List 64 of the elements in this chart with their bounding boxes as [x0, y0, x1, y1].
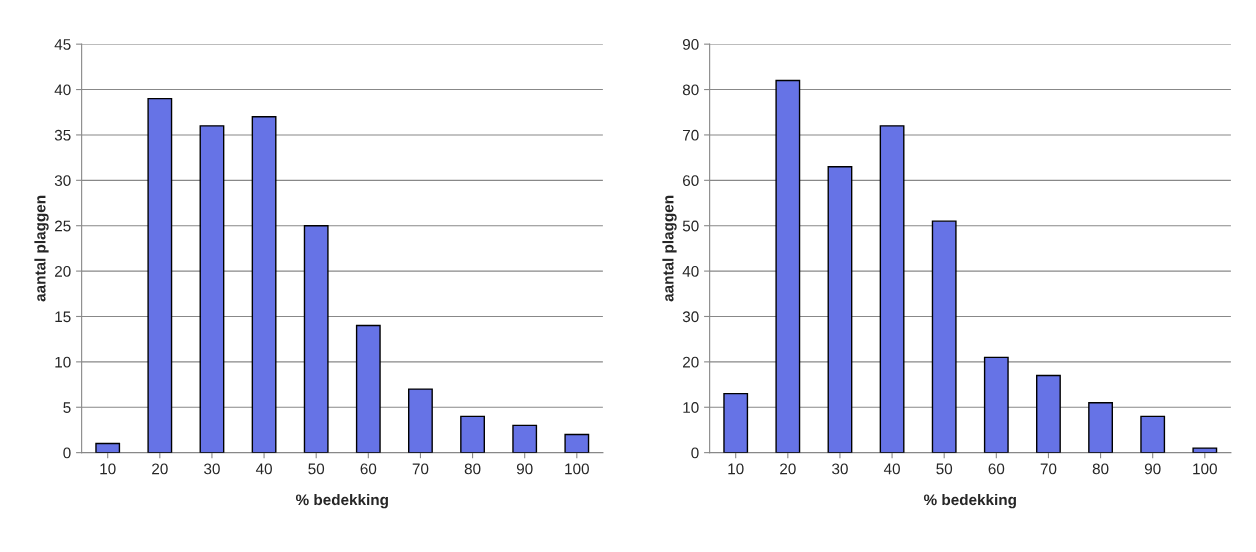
bar: [931, 220, 957, 453]
x-tick-label: 90: [1144, 463, 1161, 475]
x-axis-title: % bedekking: [295, 493, 388, 509]
x-tick-label: 40: [883, 463, 900, 475]
y-tick-label: 30: [54, 175, 71, 187]
bar: [564, 433, 590, 453]
bar: [827, 166, 853, 453]
bar: [879, 125, 905, 453]
x-tick-label: 30: [204, 463, 220, 475]
y-tick-label: 15: [55, 311, 71, 323]
x-tick-label: 100: [565, 463, 589, 475]
y-tick-label: 30: [682, 311, 699, 323]
bar: [355, 324, 381, 453]
x-tick-label: 40: [255, 463, 272, 475]
x-tick-label: 60: [988, 463, 1005, 475]
y-tick-label: 20: [55, 265, 71, 277]
bar: [1140, 415, 1166, 453]
bar: [408, 388, 433, 453]
y-tick-label: 0: [691, 447, 699, 459]
y-tick-label: 45: [54, 39, 71, 50]
y-tick-label: 70: [683, 129, 699, 141]
y-tick-label: 25: [55, 220, 71, 232]
y-tick-label: 40: [54, 84, 71, 96]
bar: [303, 225, 329, 453]
y-tick-label: 10: [683, 402, 699, 413]
bar: [1088, 402, 1113, 453]
bar: [147, 97, 173, 453]
y-tick-label: 50: [682, 220, 699, 232]
y-tick-label: 10: [55, 356, 71, 368]
bar: [95, 442, 121, 453]
y-tick-label: 20: [683, 356, 699, 368]
y-tick-label: 40: [682, 265, 699, 277]
y-tick-label: 80: [682, 84, 699, 96]
x-tick-label: 50: [936, 463, 953, 475]
x-tick-label: 10: [728, 463, 744, 475]
x-tick-label: 100: [1193, 463, 1217, 475]
bar: [1192, 447, 1218, 453]
y-tick-label: 60: [683, 175, 699, 187]
x-tick-label: 80: [1092, 463, 1109, 475]
y-tick-label: 90: [682, 39, 699, 50]
x-tick-label: 60: [360, 463, 377, 475]
bar: [723, 392, 749, 453]
y-tick-label: 0: [63, 447, 71, 459]
y-axis-title: aantal plaggen: [34, 195, 49, 302]
bar: [1036, 374, 1061, 453]
x-tick-label: 80: [464, 463, 481, 475]
y-axis-title: aantal plaggen: [662, 195, 677, 302]
x-tick-label: 20: [152, 463, 168, 475]
x-tick-label: 50: [308, 463, 325, 475]
bar: [460, 415, 485, 453]
bar: [251, 116, 277, 453]
bar: [512, 424, 538, 453]
x-tick-label: 90: [516, 463, 533, 475]
bar: [983, 356, 1009, 453]
bar: [199, 125, 225, 453]
bar: [775, 79, 801, 453]
x-tick-label: 20: [780, 463, 796, 475]
x-axis-title: % bedekking: [923, 493, 1016, 509]
x-tick-label: 30: [832, 463, 848, 475]
x-tick-label: 70: [1040, 463, 1057, 475]
x-tick-label: 70: [412, 463, 429, 475]
y-tick-label: 35: [54, 129, 71, 141]
y-tick-label: 5: [63, 402, 71, 413]
x-tick-label: 10: [100, 463, 116, 475]
